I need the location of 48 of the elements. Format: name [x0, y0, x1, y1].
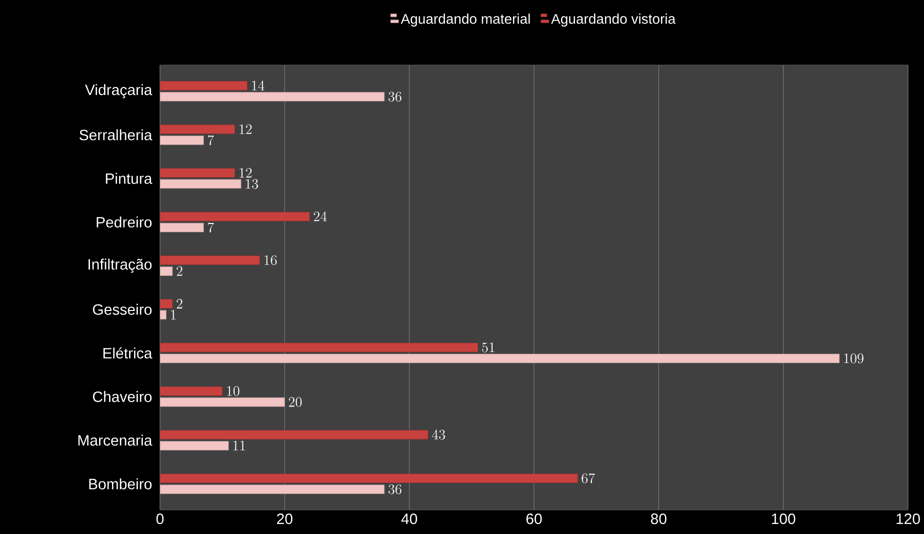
data-label: 36	[388, 484, 402, 494]
y-tick-label: Elétrica	[103, 347, 152, 359]
y-tick-label: Gesseiro	[92, 304, 152, 315]
y-tick-label: Pedreiro	[96, 216, 152, 228]
data-label: 36	[388, 92, 402, 102]
data-label: 16	[264, 255, 277, 266]
bar	[160, 92, 385, 102]
y-tick-label: Vidraçaria	[85, 84, 152, 98]
y-tick-label: Pintura	[106, 172, 152, 184]
x-tick-label: 20	[277, 514, 292, 524]
y-tick-label: Serralheria	[80, 129, 152, 140]
x-tick-label: 0	[156, 514, 164, 524]
legend-label: Aguardando vistoria	[551, 14, 676, 27]
bar	[160, 136, 204, 145]
y-tick-label: Chaveiro	[92, 391, 152, 402]
data-label: 7	[208, 135, 214, 146]
data-label: 51	[482, 342, 494, 352]
data-label: 10	[227, 386, 240, 396]
data-label: 67	[582, 473, 595, 484]
data-label: 24	[314, 212, 327, 222]
data-label: 43	[432, 430, 445, 440]
data-label: 12	[240, 124, 252, 134]
bar	[160, 430, 428, 440]
x-tick-label: 120	[896, 514, 920, 524]
data-label: 14	[252, 80, 264, 90]
data-label: 20	[288, 397, 302, 407]
y-tick-label: Marcenaria	[78, 434, 152, 446]
bar	[160, 80, 248, 90]
x-tick-label: 60	[526, 514, 542, 524]
data-label: 109	[844, 354, 864, 364]
bar	[160, 124, 235, 134]
x-tick-label: 100	[772, 514, 796, 524]
bar	[160, 484, 385, 494]
data-label: 2	[176, 298, 182, 308]
x-tick-label: 80	[650, 514, 666, 524]
data-label: 12	[240, 168, 252, 178]
data-label: 13	[246, 179, 258, 189]
x-tick-label: 40	[401, 514, 418, 524]
data-label: 1	[171, 310, 176, 320]
y-tick-label: Infiltração	[88, 258, 152, 273]
data-label: 7	[208, 222, 214, 232]
data-label: 11	[233, 440, 245, 450]
data-label: 2	[176, 266, 182, 276]
bar	[160, 474, 578, 484]
legend-label: Aguardando material	[400, 14, 530, 27]
bar	[160, 440, 229, 450]
y-tick-label: Bombeiro	[89, 478, 152, 490]
bar	[160, 255, 260, 265]
